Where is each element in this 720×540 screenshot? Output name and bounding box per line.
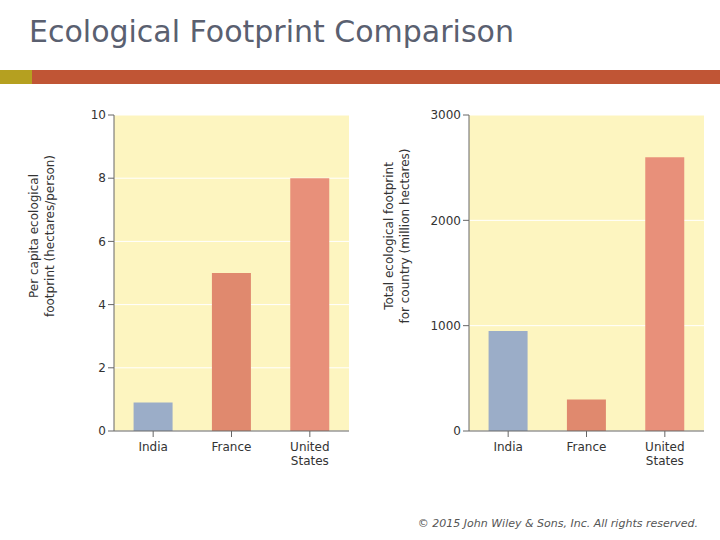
html-text:Per capita ecological: Per capita ecological bbox=[27, 174, 41, 298]
svg-text:3000: 3000 bbox=[430, 108, 461, 122]
svg-text:2: 2 bbox=[98, 361, 106, 375]
svg-text:1000: 1000 bbox=[430, 319, 461, 333]
html-text:Total ecological footprint: Total ecological footprint bbox=[382, 162, 396, 310]
html-text:for country (million hectares): for country (million hectares) bbox=[398, 148, 412, 324]
svg-text:2000: 2000 bbox=[430, 214, 461, 228]
svg-text:10: 10 bbox=[91, 108, 106, 122]
svg-text:8: 8 bbox=[98, 171, 106, 185]
html-text:© 2015 John Wiley & Sons, Inc.: © 2015 John Wiley & Sons, Inc. All right… bbox=[417, 517, 698, 530]
svg-text:India: India bbox=[493, 440, 522, 454]
svg-text:India: India bbox=[138, 440, 167, 454]
svg-text:France: France bbox=[567, 440, 607, 454]
svg-text:UnitedStates: UnitedStates bbox=[290, 440, 329, 468]
svg-text:0: 0 bbox=[98, 424, 106, 438]
svg-text:0: 0 bbox=[453, 424, 461, 438]
svg-text:France: France bbox=[212, 440, 252, 454]
svg-text:4: 4 bbox=[98, 298, 106, 312]
svg-text:UnitedStates: UnitedStates bbox=[645, 440, 684, 468]
html-text:footprint (hectares/person): footprint (hectares/person) bbox=[43, 154, 57, 318]
svg-text:6: 6 bbox=[98, 235, 106, 249]
html-text:Ecological Footprint Compariso: Ecological Footprint Comparison bbox=[29, 14, 514, 49]
